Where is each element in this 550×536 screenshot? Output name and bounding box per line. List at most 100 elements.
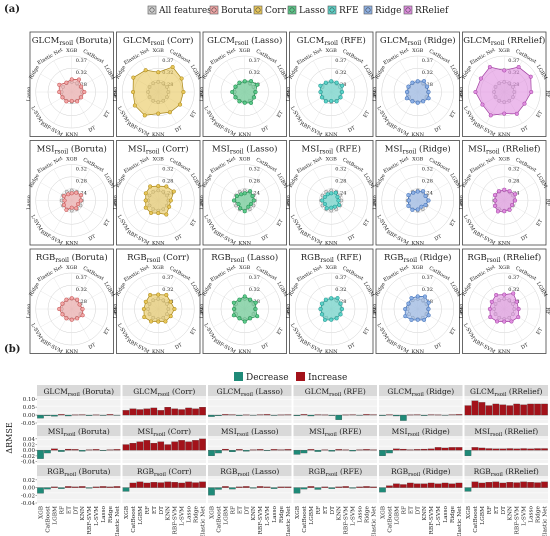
bar-strip <box>379 465 463 476</box>
bar-lgbm <box>136 481 144 488</box>
radar-axis-label-dt: DT <box>520 233 530 242</box>
bar-y-tick: 0.00 <box>23 448 36 454</box>
radar-axis-label-et: ET <box>362 218 371 228</box>
radar-axis-label-knn: KNN <box>325 241 338 247</box>
radar-axis-label-knn: KNN <box>412 132 425 138</box>
radar-series-point <box>64 207 69 212</box>
bar-x-tick-lgbm: LGBM <box>309 506 315 525</box>
bar-x-tick-xgb: XGB <box>380 506 386 519</box>
legend-a-label-1: Boruta <box>221 6 253 16</box>
radar-series-point <box>406 84 411 89</box>
radar-panel-glcm-boruta: 0.370.320.28XGBCatBoostLGBMRFETDTKNNRBF-… <box>26 31 118 138</box>
radar-axis-label-dt: DT <box>434 342 444 351</box>
legend-a-label-0: All features <box>158 6 212 16</box>
radar-series-point <box>333 190 338 195</box>
bar-strip <box>464 385 548 396</box>
bar-et <box>321 449 329 451</box>
radar-axis-label-knn: KNN <box>66 349 79 355</box>
radar-tick-label: 0.32 <box>249 287 260 293</box>
radar-series-point <box>494 292 499 298</box>
bar-lgbm <box>307 449 315 451</box>
bar-x-tick-rf: RF <box>487 506 493 514</box>
bar-dt <box>413 483 421 488</box>
bar-x-tick-xgb: XGB <box>466 506 472 519</box>
radar-axis-label-rf: RF <box>112 90 118 98</box>
bar-x-tick-rbf-svm: RBF-SVM <box>258 506 264 535</box>
bar-strip-title: MSIrsoil (Ridge) <box>392 427 450 438</box>
bar-x-tick-knn: KNN <box>422 506 428 520</box>
radar-series-point <box>502 209 507 214</box>
bar-lgbm <box>136 409 144 416</box>
radar-series-point <box>415 294 420 299</box>
radar-series-point <box>336 202 342 208</box>
radar-series-point <box>75 202 81 207</box>
bar-x-tick-lgbm: LGBM <box>394 506 400 525</box>
bar-dt <box>242 450 250 452</box>
bar-strip-title: GLCMrsoil (Boruta) <box>43 387 114 398</box>
legend-a-marker <box>211 7 217 13</box>
radar-axis-label-xgb: XGB <box>153 265 165 271</box>
radar-series-point <box>248 316 253 321</box>
bar-panel-msi-0: -0.04-0.020.000.020.04 <box>21 425 121 466</box>
bar-catboost <box>471 400 479 416</box>
radar-axis-label-xgb: XGB <box>66 265 78 271</box>
bar-x-tick-rbf-svm: RBF-SVM <box>429 506 435 535</box>
bar-x-tick-catboost: CatBoost <box>387 505 393 532</box>
radar-axis-label-rf: RF <box>458 199 464 207</box>
radar-tick-label: 0.32 <box>335 287 346 293</box>
radar-axis-label-lasso: Lasso <box>458 304 464 318</box>
radar-axis-label-lasso: Lasso <box>458 87 464 101</box>
radar-axis-label-dt: DT <box>261 233 271 242</box>
radar-series-point <box>323 297 328 302</box>
radar-tick-label: 0.37 <box>508 58 519 64</box>
bar-catboost <box>44 487 51 490</box>
radar-tick-label: 0.28 <box>508 178 519 184</box>
legend-a-marker <box>149 7 155 13</box>
radar-series-point <box>142 315 147 320</box>
radar-series-point <box>322 202 328 207</box>
radar-series-point <box>480 102 485 107</box>
bar-x-tick-rf: RF <box>230 506 236 514</box>
radar-series-point <box>66 192 71 197</box>
radar-axis-label-lasso: Lasso <box>285 87 291 101</box>
bar-et <box>150 443 158 451</box>
radar-series-point <box>336 198 341 203</box>
bar-knn <box>420 414 428 416</box>
radar-axis-label-et: ET <box>276 326 285 336</box>
bar-elastic-net <box>113 486 121 488</box>
legend-a-marker <box>365 7 371 13</box>
radar-series-point <box>250 193 255 199</box>
radar-title: MSIrsoil (Lasso) <box>212 144 277 156</box>
radar-axis-label-et: ET <box>449 218 458 228</box>
bar-x-tick-dt: DT <box>244 506 250 515</box>
radar-series-point <box>80 306 85 312</box>
bar-y-axis-label: ΔRMSE <box>5 422 14 453</box>
radar-panel-msi-boruta: 0.320.280.24XGBCatBoostLGBMRFETDTKNNRBF-… <box>26 140 118 247</box>
radar-series-point <box>492 203 497 208</box>
radar-series-point <box>142 113 147 118</box>
radar-axis-label-lasso: Lasso <box>26 195 32 209</box>
radar-series-point <box>415 100 420 105</box>
radar-axis-label-dt: DT <box>434 125 444 134</box>
radar-panel-glcm-rfe: 0.370.320.28XGBCatBoostLGBMRFETDTKNNRBF-… <box>285 31 377 138</box>
bar-rf <box>485 482 493 488</box>
bar-catboost <box>300 414 308 416</box>
radar-series-point <box>237 316 242 321</box>
bar-strip <box>379 425 463 436</box>
bar-xgb <box>208 487 215 496</box>
radar-series-point <box>171 189 176 194</box>
bar-rbf-svm <box>513 448 520 451</box>
radar-series-point <box>253 300 258 305</box>
bar-lgbm <box>478 447 486 451</box>
bar-knn <box>164 481 172 488</box>
radar-tick-label: 0.28 <box>422 178 433 184</box>
bar-strip <box>464 465 548 476</box>
radar-series-point <box>168 198 173 203</box>
radar-axis-label-xgb: XGB <box>153 157 165 163</box>
radar-tick-label: 0.28 <box>76 299 87 305</box>
radar-series-point <box>323 80 328 85</box>
bar-elastic-net <box>199 481 206 488</box>
bar-panel-glcm-5 <box>464 385 548 423</box>
radar-axis-label-knn: KNN <box>66 241 79 247</box>
radar-series-point <box>149 210 154 216</box>
